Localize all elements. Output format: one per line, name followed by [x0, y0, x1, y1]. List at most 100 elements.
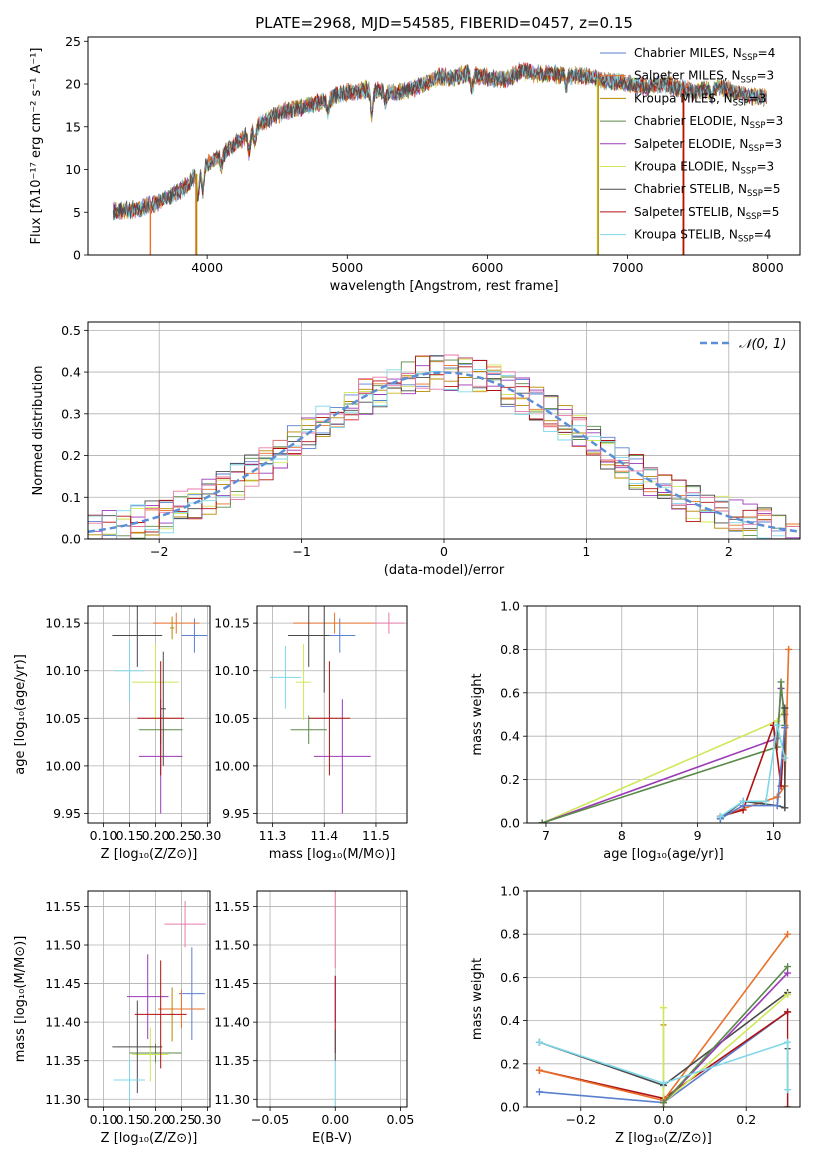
- x-tick-label: 0.25: [168, 1112, 196, 1127]
- y-tick-label: 0: [73, 248, 81, 263]
- y-axis-label: Normed distribution: [31, 366, 46, 496]
- legend-sub: SSP: [741, 167, 757, 177]
- y-tick-label: 11.30: [214, 1092, 250, 1107]
- x-tick-label: 7: [542, 828, 550, 843]
- weight-marker-chabrier_elodie: [538, 819, 546, 823]
- legend-sub: SSP: [746, 212, 762, 222]
- weight-line-kroupa_stelib: [539, 1041, 789, 1090]
- y-tick-label: 10.00: [214, 758, 250, 773]
- x-tick-label: 0.15: [116, 1112, 144, 1127]
- legend-entry: Chabrier STELIB, NSSP=5: [634, 182, 781, 199]
- legend-text: Salpeter STELIB, N: [634, 205, 746, 219]
- legend-sub: SSP: [733, 98, 749, 108]
- x-tick-label: 0: [440, 544, 448, 559]
- axes-frame: [256, 605, 408, 824]
- y-tick-label: 0.2: [500, 1056, 520, 1071]
- weight-marker-chabrier_stelib: [781, 704, 789, 712]
- plot-area: [112, 61, 767, 255]
- y-tick-label: 10.15: [214, 616, 250, 631]
- weight-marker-kroupa_stelib: [762, 797, 770, 805]
- y-tick-label: 0.6: [500, 685, 520, 700]
- axes-frame: [526, 605, 801, 824]
- y-tick-label: 11.30: [45, 1092, 81, 1107]
- y-tick-label: 0.0: [500, 816, 520, 831]
- weight-line-chabrier_elodie: [541, 681, 786, 823]
- y-tick-label: 11.35: [45, 1053, 81, 1068]
- x-tick-label: 5000: [331, 260, 363, 275]
- x-tick-label: 0.10: [90, 828, 118, 843]
- x-tick-label: 0.15: [116, 828, 144, 843]
- weight-line-salpeter_miles: [720, 649, 790, 818]
- axes-frame: [87, 605, 211, 824]
- weight-marker-chabrier_elodie: [660, 1099, 667, 1107]
- y-tick-label: 10.10: [214, 663, 250, 678]
- legend-entry: Chabrier ELODIE, NSSP=3: [634, 114, 783, 131]
- x-tick-label: 1: [582, 544, 590, 559]
- x-tick-label: 9: [694, 828, 702, 843]
- y-tick-label: 10.15: [45, 616, 81, 631]
- y-tick-label: 0.0: [500, 1100, 520, 1115]
- legend-tail: =5: [762, 205, 780, 219]
- x-tick-label: −0.05: [251, 1112, 289, 1127]
- y-tick-label: 0.3: [61, 406, 81, 421]
- weight-line-chabrier_elodie: [662, 966, 789, 1104]
- y-tick-label: 0.1: [61, 490, 81, 505]
- x-tick-label: 0.05: [387, 1112, 415, 1127]
- legend-tail: =3: [756, 160, 774, 174]
- x-axis-label: (data-model)/error: [384, 563, 505, 578]
- age-vs-metallicity-panel: 0.100.150.200.250.30 9.95 10.00 10.05 10.10 1…: [13, 605, 221, 862]
- legend-text: Chabrier STELIB, N: [634, 182, 747, 196]
- y-tick-label: 9.95: [222, 806, 250, 821]
- legend-tail: =4: [754, 228, 772, 242]
- x-axis-label: E(B-V): [312, 1131, 352, 1146]
- x-tick-label: 2: [725, 544, 733, 559]
- y-tick-label: 1.0: [500, 884, 520, 899]
- weight-marker-chabrier_miles: [781, 724, 789, 732]
- legend-entry: Salpeter MILES, NSSP=3: [634, 69, 774, 86]
- weight-marker-salpeter_miles: [535, 1066, 543, 1074]
- axes-frame: [256, 890, 408, 1108]
- x-tick-label: 7000: [612, 260, 644, 275]
- axes-frame: [87, 890, 211, 1108]
- legend-entry: Kroupa ELODIE, NSSP=3: [634, 160, 774, 177]
- weight-marker-kroupa_stelib: [773, 721, 781, 729]
- x-tick-label: 8: [618, 828, 626, 843]
- weight-marker-kroupa_stelib: [739, 797, 747, 805]
- plot-area: [88, 354, 800, 539]
- axes-frame: [87, 321, 801, 540]
- x-tick-label: 0.2: [736, 1112, 756, 1127]
- legend-sub: SSP: [741, 76, 757, 86]
- plot-area: [535, 930, 792, 1107]
- y-tick-label: 0.6: [500, 970, 520, 985]
- y-tick-label: 0.4: [500, 1013, 520, 1028]
- x-tick-label: 0.25: [168, 828, 196, 843]
- y-tick-label: 10.05: [45, 711, 81, 726]
- y-tick-label: 10.00: [45, 758, 81, 773]
- x-axis-label: wavelength [Angstrom, rest frame]: [330, 279, 559, 294]
- legend-sub: SSP: [747, 189, 763, 199]
- legend-text: Chabrier MILES, N: [634, 46, 742, 60]
- y-tick-label: 0.4: [500, 729, 520, 744]
- x-tick-label: 0.10: [90, 1112, 118, 1127]
- x-tick-label: 10: [766, 828, 782, 843]
- y-tick-label: 0.0: [61, 532, 81, 547]
- x-tick-label: 11.4: [310, 828, 338, 843]
- x-tick-label: 0.00: [321, 1112, 349, 1127]
- x-tick-label: −1: [292, 544, 310, 559]
- residual-histogram-panel: −2 −1 0 1 2 0.0 0.1 0.2 0.3 0.4 0.5 (data-model)/er…: [31, 321, 801, 578]
- y-tick-label: 11.50: [45, 938, 81, 953]
- y-tick-label: 0.2: [61, 448, 81, 463]
- legend-sub: SSP: [748, 144, 764, 154]
- x-tick-label: 0.30: [193, 1112, 221, 1127]
- y-axis-label: mass weight: [470, 958, 485, 1040]
- mass-weight-vs-metallicity-panel: −0.2 0.0 0.2 0.0 0.2 0.4 0.6 0.8 1.0 Z [log₁₀(Z/Z…: [470, 884, 801, 1146]
- y-axis-label: Flux [fλ10⁻¹⁷ erg cm⁻² s⁻¹ A⁻¹]: [29, 48, 44, 245]
- weight-marker-chabrier_miles: [773, 802, 781, 810]
- weight-marker-salpeter_stelib: [784, 1008, 792, 1016]
- x-tick-label: 6000: [472, 260, 504, 275]
- spectrum-panel: 4000 5000 6000 7000 8000 0 5 10 15 20 25 wavelength…: [29, 34, 801, 294]
- x-tick-label: 11.3: [259, 828, 287, 843]
- legend-entry: Chabrier MILES, NSSP=4: [634, 46, 775, 63]
